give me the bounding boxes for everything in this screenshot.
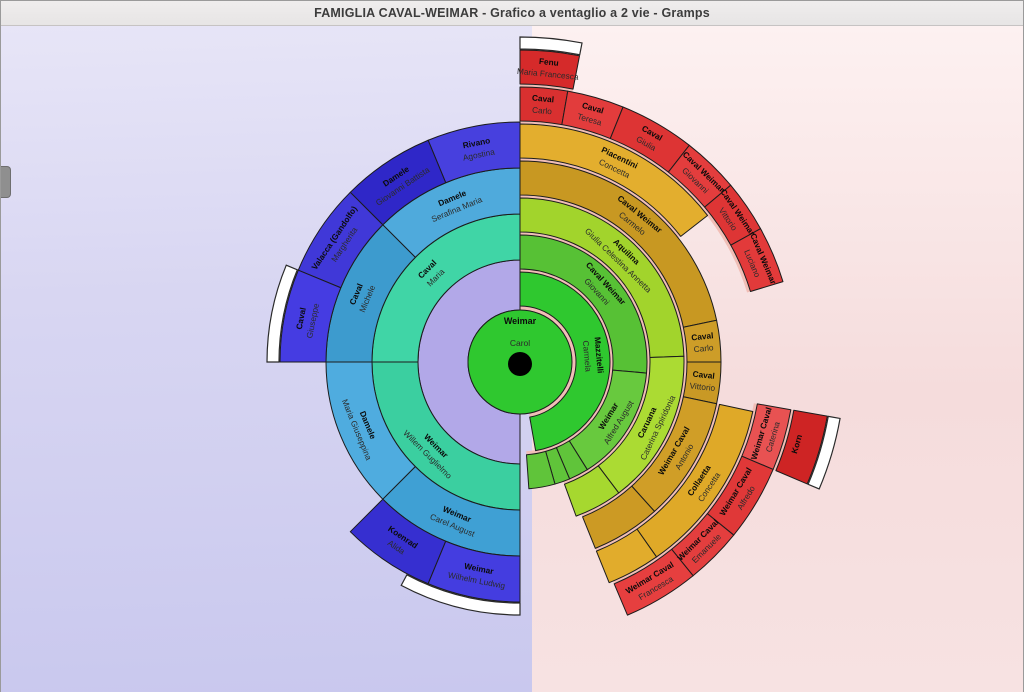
- ring-gap-arc: [596, 357, 650, 466]
- expand-indicator[interactable]: [519, 36, 583, 56]
- fan-segment-empty[interactable]: [563, 465, 620, 517]
- fan-segment-caval-carlo[interactable]: [682, 319, 722, 363]
- fan-segment-koenrad-alida[interactable]: [349, 498, 447, 585]
- fan-segment-weimar-caval-francesca[interactable]: [613, 548, 694, 616]
- window-title: FAMIGLIA CAVAL-WEIMAR - Grafico a ventag…: [314, 6, 710, 20]
- fan-segment-empty[interactable]: [582, 485, 655, 549]
- left-edge-tab[interactable]: [1, 166, 11, 198]
- expand-indicator[interactable]: [400, 573, 521, 616]
- chart-area: CavalMaria WeimarWillem Guglielmo DameleSe…: [1, 26, 1023, 692]
- fan-segment-valacca-gandolfo-margherita[interactable]: [297, 191, 384, 289]
- center-dot[interactable]: [508, 352, 532, 376]
- window-titlebar[interactable]: FAMIGLIA CAVAL-WEIMAR - Grafico a ventag…: [1, 1, 1023, 26]
- fan-segment-empty[interactable]: [595, 528, 658, 584]
- fan-segment-piacentini-concetta[interactable]: [519, 123, 709, 237]
- expand-indicator[interactable]: [266, 264, 299, 363]
- ring-gap-arc: [727, 245, 750, 293]
- fan-segment-weimar-wilhelm-ludwig[interactable]: [427, 540, 521, 603]
- fan-segment-caval-giuseppe[interactable]: [279, 269, 342, 363]
- fan-segment-caval-carlo[interactable]: [519, 86, 569, 126]
- expand-indicator[interactable]: [807, 415, 841, 490]
- fan-segment-korn[interactable]: [775, 409, 828, 485]
- fan-segment-mazzitelli-carmela[interactable]: [519, 271, 611, 452]
- fan-segment-damele-giovanni-battista[interactable]: [349, 139, 447, 226]
- fan-segment-empty[interactable]: [525, 450, 556, 490]
- fan-segment-caval-weimar-luciano[interactable]: [730, 228, 784, 293]
- ring-gap-arc: [701, 207, 731, 247]
- fan-segment-fenu-maria-francesca[interactable]: [519, 49, 581, 90]
